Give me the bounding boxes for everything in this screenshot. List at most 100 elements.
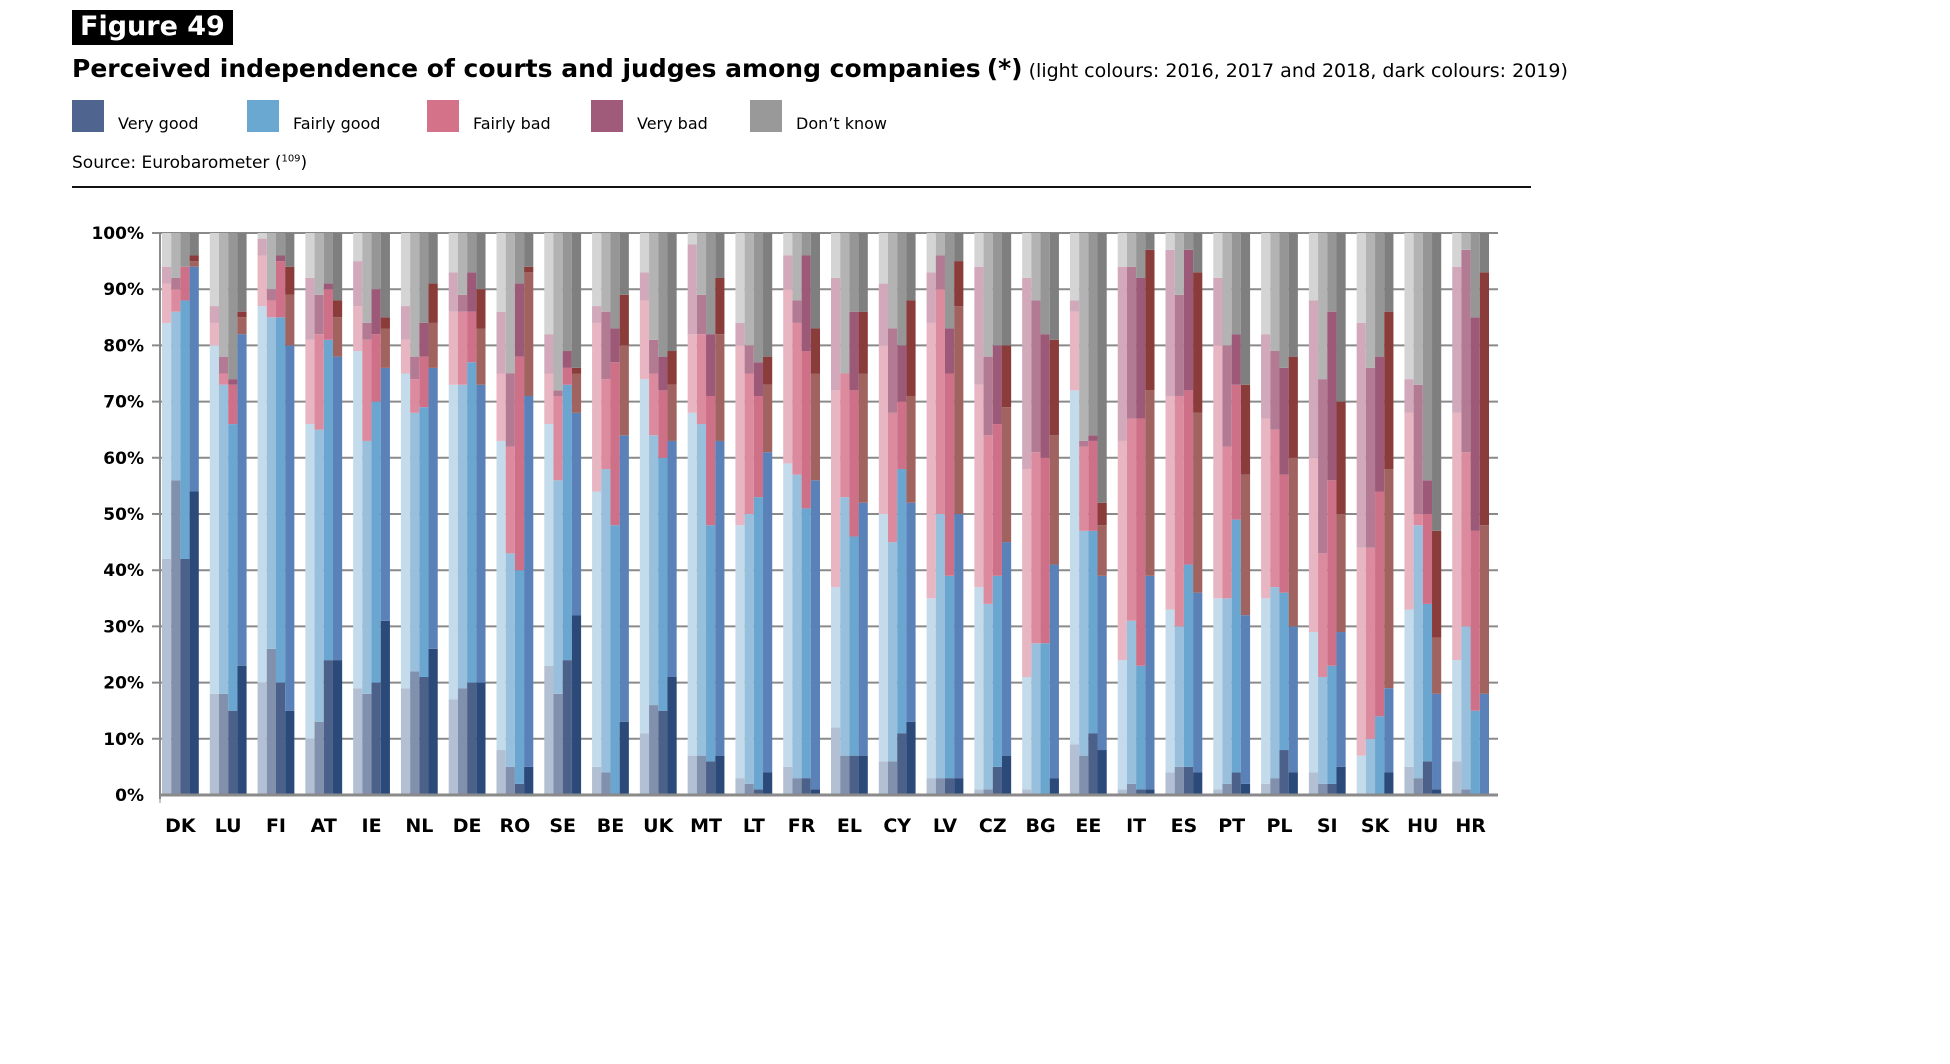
- bar-segment-si-2019-don-t-know: [1336, 233, 1346, 402]
- bar-segment-lv-2017-don-t-know: [935, 233, 945, 256]
- bar-segment-ro-2016-don-t-know: [496, 233, 506, 312]
- bar-segment-be-2018-don-t-know: [610, 233, 620, 329]
- x-tick-label: IE: [362, 815, 382, 837]
- x-tick-label: SI: [1317, 815, 1338, 837]
- bar-segment-hu-2016-very-good: [1404, 766, 1414, 795]
- bar-segment-lt-2016-fairly-bad: [735, 345, 745, 526]
- bar-segment-si-2017-fairly-good: [1318, 676, 1328, 784]
- bar-segment-at-2017-very-good: [314, 721, 324, 795]
- bar-segment-be-2019-don-t-know: [619, 233, 629, 295]
- bar-segment-se-2017-very-good: [553, 693, 563, 795]
- x-tick-label: MT: [690, 815, 722, 837]
- bar-segment-lv-2019-very-bad: [954, 261, 964, 307]
- y-tick-label: 20%: [103, 674, 144, 694]
- bar-segment-lu-2017-very-good: [218, 693, 229, 795]
- bar-segment-mt-2017-very-bad: [696, 294, 707, 335]
- bar-segment-el-2018-fairly-bad: [849, 390, 859, 537]
- bar-segment-cz-2016-fairly-bad: [974, 384, 984, 588]
- legend-swatch: [72, 100, 104, 132]
- bar-segment-cy-2017-very-bad: [887, 328, 898, 413]
- bar-segment-uk-2017-very-good: [649, 705, 659, 795]
- bar-segment-nl-2019-don-t-know: [428, 233, 438, 284]
- bar-segment-cz-2019-fairly-bad: [1001, 407, 1012, 543]
- bar-segment-es-2019-don-t-know: [1193, 233, 1203, 273]
- bar-segment-fr-2019-fairly-good: [810, 480, 821, 790]
- bar-segment-si-2018-fairly-bad: [1327, 480, 1337, 666]
- bar-segment-ie-2017-don-t-know: [362, 233, 372, 323]
- bar-segment-cz-2018-fairly-bad: [992, 424, 1002, 576]
- bar-segment-ee-2017-very-good: [1079, 755, 1089, 795]
- bar-segment-ee-2018-fairly-good: [1088, 530, 1098, 734]
- bar-segment-pl-2017-don-t-know: [1270, 233, 1280, 352]
- bar-segment-be-2019-fairly-good: [619, 435, 629, 722]
- bar-segment-be-2017-fairly-bad: [601, 379, 611, 470]
- bar-segment-cy-2017-very-good: [887, 761, 898, 795]
- bar-segment-ro-2018-very-good: [514, 783, 525, 795]
- bar-segment-it-2019-very-bad: [1145, 249, 1155, 391]
- x-tick-label: PL: [1266, 815, 1292, 837]
- bar-segment-se-2019-very-bad: [571, 367, 582, 374]
- bar-segment-el-2019-don-t-know: [858, 233, 868, 312]
- bar-segment-pt-2017-very-bad: [1222, 345, 1232, 447]
- bar-segment-fi-2016-don-t-know: [257, 233, 267, 239]
- title-text: Perceived independence of courts and jud…: [72, 54, 981, 83]
- legend-label: Don’t know: [796, 114, 887, 133]
- bar-segment-de-2018-don-t-know: [467, 233, 477, 273]
- bar-segment-uk-2018-fairly-good: [658, 457, 668, 711]
- bar-segment-sk-2019-very-good: [1384, 772, 1394, 795]
- bar-segment-el-2019-fairly-good: [858, 502, 868, 756]
- bar-segment-hu-2017-don-t-know: [1413, 233, 1423, 385]
- bar-segment-lt-2016-very-good: [735, 778, 745, 795]
- bar-segment-dk-2019-very-good: [189, 491, 199, 795]
- bar-segment-uk-2019-very-good: [667, 676, 677, 795]
- bar-segment-cy-2019-fairly-good: [906, 502, 916, 722]
- bar-segment-hu-2017-fairly-good: [1413, 525, 1423, 779]
- bar-segment-de-2016-very-good: [448, 699, 458, 795]
- bar-segment-pl-2016-very-bad: [1261, 334, 1271, 419]
- bar-segment-si-2019-very-good: [1336, 766, 1346, 795]
- bar-segment-si-2019-fairly-bad: [1336, 514, 1346, 633]
- bar-segment-be-2019-very-good: [619, 721, 629, 795]
- bar-segment-pt-2016-very-bad: [1213, 277, 1223, 346]
- bar-segment-uk-2019-fairly-good: [667, 440, 677, 677]
- bar-segment-cy-2018-fairly-bad: [897, 401, 907, 470]
- bar-segment-sk-2016-fairly-bad: [1356, 547, 1366, 756]
- bar-segment-ro-2019-fairly-bad: [524, 272, 534, 396]
- bar-segment-pt-2018-don-t-know: [1231, 233, 1241, 335]
- bar-segment-si-2016-very-good: [1308, 772, 1319, 795]
- bar-segment-sk-2019-fairly-bad: [1384, 469, 1394, 689]
- bar-segment-lt-2019-don-t-know: [763, 233, 773, 357]
- bar-segment-be-2017-very-good: [601, 772, 611, 795]
- bar-segment-si-2019-fairly-good: [1336, 632, 1346, 767]
- bar-segment-bg-2018-very-bad: [1040, 334, 1050, 458]
- bar-segment-bg-2017-fairly-bad: [1031, 452, 1041, 644]
- bar-segment-lv-2017-fairly-good: [935, 514, 945, 779]
- bar-segment-de-2019-very-bad: [476, 289, 486, 329]
- source-text: Source: Eurobarometer (: [72, 153, 282, 173]
- bar-segment-cz-2018-very-bad: [992, 345, 1002, 425]
- bar-segment-be-2017-don-t-know: [601, 233, 611, 312]
- bar-segment-lt-2017-fairly-good: [744, 514, 754, 784]
- bar-segment-pl-2017-fairly-bad: [1270, 429, 1280, 588]
- bar-segment-cz-2017-very-bad: [983, 356, 993, 436]
- bar-segment-si-2018-very-bad: [1327, 311, 1337, 481]
- bar-segment-dk-2019-fairly-bad: [189, 261, 199, 267]
- bar-segment-at-2019-very-bad: [332, 300, 343, 318]
- bar-segment-ro-2017-don-t-know: [505, 233, 515, 374]
- bar-segment-ee-2018-don-t-know: [1088, 233, 1098, 436]
- bar-segment-lv-2018-fairly-good: [944, 575, 955, 779]
- chart-title: Perceived independence of courts and jud…: [72, 54, 1568, 83]
- bar-segment-ro-2017-fairly-good: [505, 553, 515, 767]
- x-tick-label: PT: [1218, 815, 1245, 837]
- source-reference: 109: [281, 153, 301, 165]
- bar-segment-pl-2018-fairly-bad: [1279, 474, 1289, 593]
- bar-segment-fr-2017-don-t-know: [792, 233, 802, 301]
- bar-segment-mt-2019-fairly-good: [715, 440, 725, 756]
- x-tick-label: HU: [1407, 815, 1438, 837]
- bar-segment-hu-2016-fairly-good: [1404, 609, 1414, 767]
- bar-segment-be-2017-fairly-good: [601, 469, 611, 773]
- bar-segment-lt-2018-fairly-bad: [753, 395, 764, 498]
- bar-segment-fr-2018-fairly-bad: [801, 351, 811, 509]
- bar-segment-fr-2017-very-good: [792, 778, 802, 795]
- bar-segment-fr-2018-don-t-know: [801, 233, 811, 256]
